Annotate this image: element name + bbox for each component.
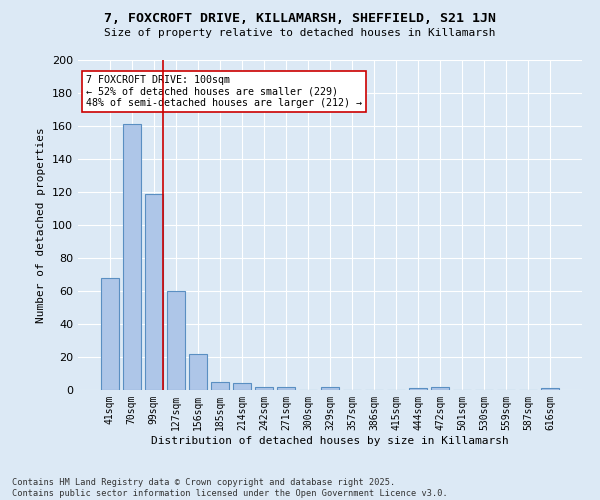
Bar — [321, 386, 339, 390]
Text: 7 FOXCROFT DRIVE: 100sqm
← 52% of detached houses are smaller (229)
48% of semi-: 7 FOXCROFT DRIVE: 100sqm ← 52% of detach… — [86, 75, 362, 108]
Y-axis label: Number of detached properties: Number of detached properties — [37, 127, 46, 323]
Bar — [167, 291, 185, 390]
Bar — [189, 354, 206, 390]
Bar — [409, 388, 427, 390]
Bar — [277, 386, 295, 390]
X-axis label: Distribution of detached houses by size in Killamarsh: Distribution of detached houses by size … — [151, 436, 509, 446]
Text: Contains HM Land Registry data © Crown copyright and database right 2025.
Contai: Contains HM Land Registry data © Crown c… — [12, 478, 448, 498]
Bar — [211, 382, 229, 390]
Bar — [145, 194, 163, 390]
Text: 7, FOXCROFT DRIVE, KILLAMARSH, SHEFFIELD, S21 1JN: 7, FOXCROFT DRIVE, KILLAMARSH, SHEFFIELD… — [104, 12, 496, 26]
Bar — [233, 384, 251, 390]
Bar — [541, 388, 559, 390]
Bar — [101, 278, 119, 390]
Bar — [431, 386, 449, 390]
Bar — [255, 386, 273, 390]
Text: Size of property relative to detached houses in Killamarsh: Size of property relative to detached ho… — [104, 28, 496, 38]
Bar — [123, 124, 140, 390]
